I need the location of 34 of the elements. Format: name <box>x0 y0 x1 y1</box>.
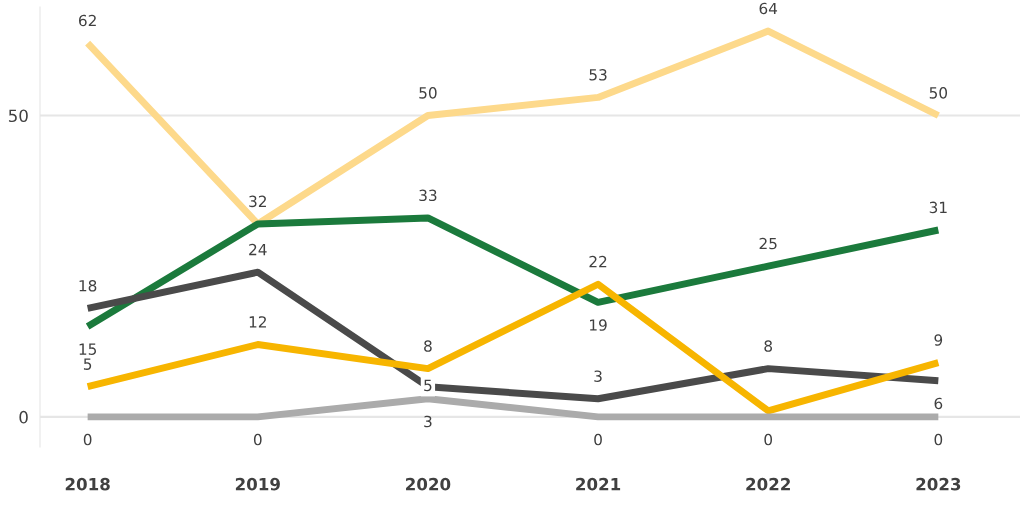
x-tick-label: 2020 <box>406 477 451 491</box>
data-label: 19 <box>590 319 607 331</box>
data-label: 24 <box>249 243 267 256</box>
data-label: 9 <box>934 334 943 346</box>
data-label: 25 <box>759 237 777 250</box>
data-label: 53 <box>589 69 607 81</box>
data-label: 33 <box>419 189 437 202</box>
data-label: 50 <box>929 87 948 99</box>
data-label: 6 <box>934 397 943 410</box>
data-label: 62 <box>78 14 96 27</box>
data-label: 3 <box>594 370 602 382</box>
data-label: 0 <box>934 433 943 446</box>
data-label: 5 <box>83 358 92 370</box>
data-label: 0 <box>83 433 92 446</box>
x-tick-label: 2018 <box>65 477 110 491</box>
x-tick-label: 2022 <box>746 477 790 491</box>
data-label: 0 <box>764 433 773 446</box>
data-label: 50 <box>419 87 437 99</box>
x-tick-label: 2021 <box>576 477 621 491</box>
data-label: 3 <box>424 415 432 428</box>
data-label: 12 <box>249 316 266 328</box>
data-label: 8 <box>424 340 432 352</box>
data-label: 0 <box>594 433 602 446</box>
data-label: 18 <box>79 279 97 292</box>
x-tick-label: 2019 <box>235 477 280 491</box>
data-label: 5 <box>424 379 432 392</box>
data-label: 31 <box>929 201 947 214</box>
data-label: 0 <box>253 433 262 446</box>
data-label: 22 <box>589 255 607 268</box>
data-label: 8 <box>764 340 773 352</box>
data-label: 64 <box>759 2 778 15</box>
data-label: 32 <box>249 195 266 208</box>
x-tick-label: 2023 <box>916 477 961 491</box>
data-label: 15 <box>79 343 97 355</box>
